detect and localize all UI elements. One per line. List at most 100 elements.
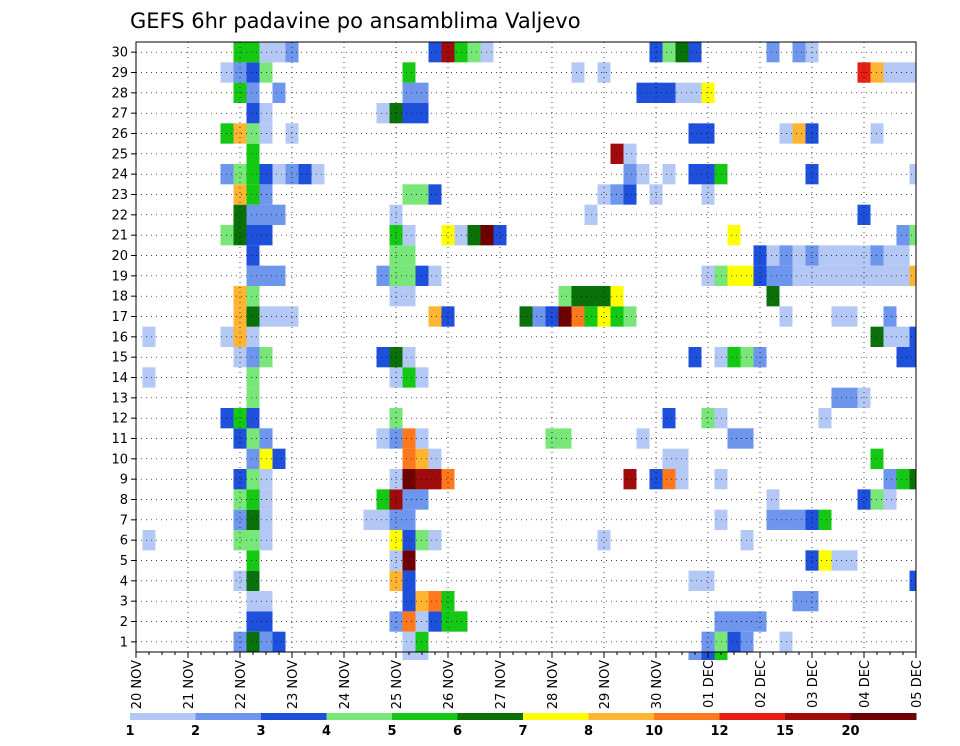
heatmap-cell [428, 42, 442, 63]
y-tick-label: 24 [111, 168, 128, 183]
colorbar-swatch [850, 713, 917, 720]
heatmap-cell [623, 469, 637, 490]
heatmap-cell [701, 184, 715, 205]
heatmap-cell [714, 652, 728, 660]
heatmap-cell [558, 306, 572, 327]
x-tick-label: 25 NOV [390, 660, 405, 709]
heatmap-cell [909, 469, 916, 490]
heatmap-cell [428, 469, 442, 490]
heatmap-cell [857, 245, 871, 266]
heatmap-cell [402, 631, 416, 652]
colorbar-swatch [719, 713, 786, 720]
heatmap-cell [246, 509, 260, 530]
heatmap-cell [272, 164, 286, 185]
heatmap-cell [246, 530, 260, 551]
heatmap-cell [727, 265, 741, 286]
heatmap-cell [441, 611, 455, 632]
heatmap-cell [233, 225, 247, 246]
heatmap-cell [246, 367, 260, 388]
heatmap-cell [233, 408, 247, 429]
heatmap-cell [142, 530, 156, 551]
heatmap-cell [441, 225, 455, 246]
heatmap-cells [142, 42, 916, 660]
heatmap-cell [662, 42, 676, 63]
y-tick-label: 22 [111, 208, 128, 223]
heatmap-cell [558, 428, 572, 449]
y-tick-label: 7 [120, 513, 128, 528]
heatmap-cell [233, 489, 247, 510]
heatmap-cell [246, 82, 260, 103]
heatmap-cell [246, 347, 260, 368]
heatmap-cell [883, 489, 897, 510]
heatmap-cell [896, 326, 910, 347]
heatmap-cell [467, 225, 481, 246]
heatmap-cell [246, 204, 260, 225]
colorbar-swatch [261, 713, 327, 720]
x-tick-label: 04 DEC [858, 660, 873, 708]
heatmap-cell [233, 286, 247, 307]
heatmap-cell [246, 448, 260, 469]
heatmap-cell [272, 204, 286, 225]
chart-title: GEFS 6hr padavine po ansamblima Valjevo [130, 9, 581, 33]
heatmap-cell [818, 550, 832, 571]
heatmap-cell [246, 103, 260, 124]
x-tick-label: 01 DEC [702, 660, 717, 708]
y-tick-label: 3 [120, 595, 128, 610]
heatmap-cell [688, 82, 702, 103]
heatmap-cell [246, 164, 260, 185]
heatmap-cell [792, 509, 806, 530]
x-tick-label: 26 NOV [442, 660, 457, 709]
heatmap-cell [428, 611, 442, 632]
heatmap-cell [428, 448, 442, 469]
colorbar-swatch [785, 713, 851, 720]
y-tick-label: 28 [111, 86, 128, 101]
heatmap-cell [376, 347, 390, 368]
heatmap-cell [909, 62, 916, 83]
heatmap-cell [246, 42, 260, 63]
heatmap-cell [402, 347, 416, 368]
heatmap-cell [428, 591, 442, 612]
heatmap-cell [402, 591, 416, 612]
heatmap-cell [831, 550, 845, 571]
y-tick-label: 21 [111, 229, 128, 244]
heatmap-cell [246, 265, 260, 286]
heatmap-cell [376, 265, 390, 286]
heatmap-cell [831, 265, 845, 286]
heatmap-cell [402, 611, 416, 632]
heatmap-cell [766, 489, 780, 510]
heatmap-cell [402, 489, 416, 510]
heatmap-cell [662, 448, 676, 469]
heatmap-cell [623, 184, 637, 205]
y-tick-label: 9 [120, 473, 128, 488]
x-tick-label: 23 NOV [286, 660, 301, 709]
heatmap-cell [402, 225, 416, 246]
heatmap-cell [896, 62, 910, 83]
heatmap-cell [909, 347, 916, 368]
heatmap-cell [792, 265, 806, 286]
heatmap-cell [662, 408, 676, 429]
x-tick-label: 29 NOV [598, 660, 613, 709]
heatmap-cell [831, 387, 845, 408]
y-tick-label: 29 [111, 66, 128, 81]
heatmap-cell [909, 265, 916, 286]
heatmap-cell [441, 306, 455, 327]
colorbar-label: 2 [191, 724, 200, 739]
heatmap-cell [311, 164, 325, 185]
heatmap-cell [402, 62, 416, 83]
heatmap-cell [428, 265, 442, 286]
heatmap-cell [662, 469, 676, 490]
heatmap-cell [688, 347, 702, 368]
heatmap-cell [246, 123, 260, 144]
heatmap-cell [246, 387, 260, 408]
x-tick-label: 03 DEC [806, 660, 821, 708]
heatmap-cell [493, 225, 507, 246]
colorbar-swatch [588, 713, 655, 720]
heatmap-cell [233, 306, 247, 327]
heatmap-cell [792, 123, 806, 144]
x-tick-label: 05 DEC [910, 660, 925, 708]
heatmap-cell [467, 42, 481, 63]
heatmap-cell [636, 82, 650, 103]
heatmap-cell [701, 123, 715, 144]
heatmap-cell [402, 265, 416, 286]
heatmap-cell [857, 265, 871, 286]
